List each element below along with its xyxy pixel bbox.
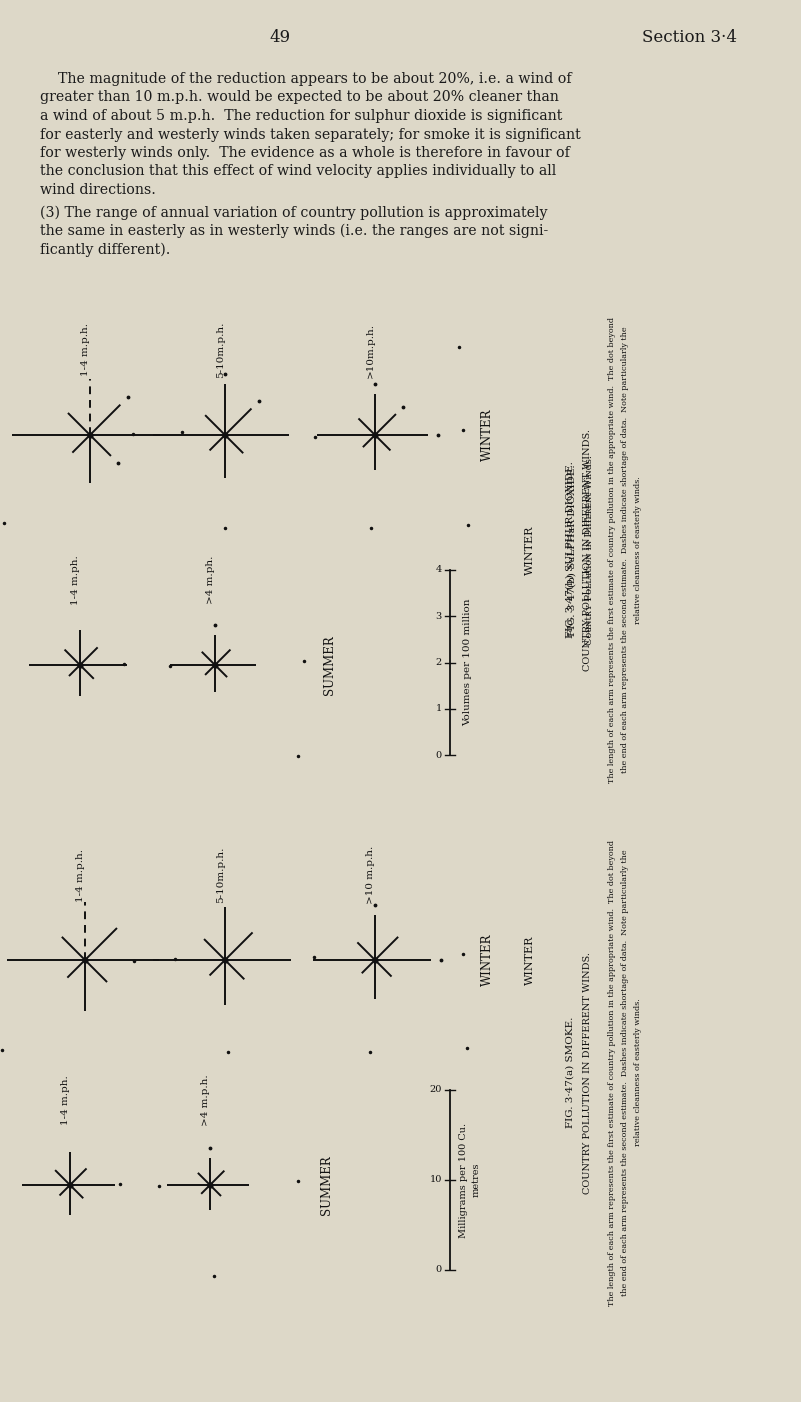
Text: the conclusion that this effect of wind velocity applies individually to all: the conclusion that this effect of wind … bbox=[40, 164, 556, 178]
Text: 3: 3 bbox=[436, 611, 442, 621]
Text: 49: 49 bbox=[269, 29, 291, 46]
Text: COUNTRY POLLUTION IN DIFFERENT WINDS.: COUNTRY POLLUTION IN DIFFERENT WINDS. bbox=[583, 952, 593, 1193]
Text: wind directions.: wind directions. bbox=[40, 184, 156, 198]
Text: a wind of about 5 m.p.h.  The reduction for sulphur dioxide is significant: a wind of about 5 m.p.h. The reduction f… bbox=[40, 109, 562, 123]
Text: 0: 0 bbox=[436, 1266, 442, 1274]
Text: >4 m.ph.: >4 m.ph. bbox=[206, 555, 215, 604]
Text: relative cleanness of easterly winds.: relative cleanness of easterly winds. bbox=[634, 477, 642, 624]
Text: WINTER: WINTER bbox=[481, 934, 494, 986]
Text: Volumes per 100 million: Volumes per 100 million bbox=[464, 599, 473, 726]
Text: 1-4 m.p.h.: 1-4 m.p.h. bbox=[81, 324, 90, 377]
Text: for easterly and westerly winds taken separately; for smoke it is significant: for easterly and westerly winds taken se… bbox=[40, 128, 581, 142]
Text: COUNTRY POLLUTION IN DIFFERENT WINDS.: COUNTRY POLLUTION IN DIFFERENT WINDS. bbox=[583, 429, 593, 672]
Text: greater than 10 m.p.h. would be expected to be about 20% cleaner than: greater than 10 m.p.h. would be expected… bbox=[40, 91, 559, 105]
Text: FIG. 3·47(a) SMOKE.: FIG. 3·47(a) SMOKE. bbox=[566, 1016, 574, 1129]
Text: the end of each arm represents the second estimate.  Dashes indicate shortage of: the end of each arm represents the secon… bbox=[621, 327, 629, 774]
Text: metres: metres bbox=[472, 1162, 481, 1197]
Text: The length of each arm represents the first estimate of country pollution in the: The length of each arm represents the fi… bbox=[608, 317, 616, 782]
Text: 1-4 m.ph.: 1-4 m.ph. bbox=[61, 1075, 70, 1124]
Text: Section 3·4: Section 3·4 bbox=[642, 29, 738, 46]
Text: The magnitude of the reduction appears to be about 20%, i.e. a wind of: The magnitude of the reduction appears t… bbox=[40, 72, 572, 86]
Text: 1-4 m.ph.: 1-4 m.ph. bbox=[71, 555, 80, 604]
Text: The length of each arm represents the first estimate of country pollution in the: The length of each arm represents the fi… bbox=[608, 840, 616, 1305]
Text: >4 m.p.h.: >4 m.p.h. bbox=[201, 1074, 210, 1126]
Text: for westerly winds only.  The evidence as a whole is therefore in favour of: for westerly winds only. The evidence as… bbox=[40, 146, 570, 160]
Text: the end of each arm represents the second estimate.  Dashes indicate shortage of: the end of each arm represents the secon… bbox=[621, 850, 629, 1295]
Text: WINTER: WINTER bbox=[525, 935, 535, 984]
Text: 2: 2 bbox=[436, 658, 442, 667]
Text: SUMMER: SUMMER bbox=[320, 1155, 333, 1216]
Text: 5-10m.p.h.: 5-10m.p.h. bbox=[216, 847, 225, 903]
Text: relative cleanness of easterly winds.: relative cleanness of easterly winds. bbox=[634, 998, 642, 1147]
Text: Milligrams per 100 Cu.: Milligrams per 100 Cu. bbox=[460, 1123, 469, 1238]
Text: 0: 0 bbox=[436, 750, 442, 760]
Text: the same in easterly as in westerly winds (i.e. the ranges are not signi-: the same in easterly as in westerly wind… bbox=[40, 224, 548, 238]
Text: ficantly different).: ficantly different). bbox=[40, 243, 171, 257]
Text: 1-4 m.p.h.: 1-4 m.p.h. bbox=[76, 848, 85, 901]
Text: 4: 4 bbox=[436, 565, 442, 575]
Text: Cᴏᴚɴtʀʏ Pᴏʟʟᴚtiᴏɴ iɴ Diffᴇʀᴇɴt Wiɴds.: Cᴏᴚɴtʀʏ Pᴏʟʟᴚtiᴏɴ iɴ Diffᴇʀᴇɴt Wiɴds. bbox=[586, 456, 594, 645]
Text: WINTER: WINTER bbox=[525, 526, 535, 575]
Text: 1: 1 bbox=[436, 704, 442, 714]
Text: FIG. 3·47(b) SULPHUR DIOXIDE.: FIG. 3·47(b) SULPHUR DIOXIDE. bbox=[566, 461, 574, 638]
Text: SUMMER: SUMMER bbox=[323, 635, 336, 695]
Text: 20: 20 bbox=[429, 1085, 442, 1095]
Text: (3) The range of annual variation of country pollution is approximately: (3) The range of annual variation of cou… bbox=[40, 206, 548, 220]
Text: WINTER: WINTER bbox=[481, 409, 494, 461]
Text: >10 m.p.h.: >10 m.p.h. bbox=[366, 845, 375, 904]
Text: >10m.p.h.: >10m.p.h. bbox=[366, 322, 375, 377]
Text: 5-10m.p.h.: 5-10m.p.h. bbox=[216, 322, 225, 379]
Text: 10: 10 bbox=[429, 1175, 442, 1185]
Text: FIG. 3·47(b) SᴚLPHᴚR DIOXIDE.: FIG. 3·47(b) SᴚLPHᴚR DIOXIDE. bbox=[567, 464, 577, 637]
